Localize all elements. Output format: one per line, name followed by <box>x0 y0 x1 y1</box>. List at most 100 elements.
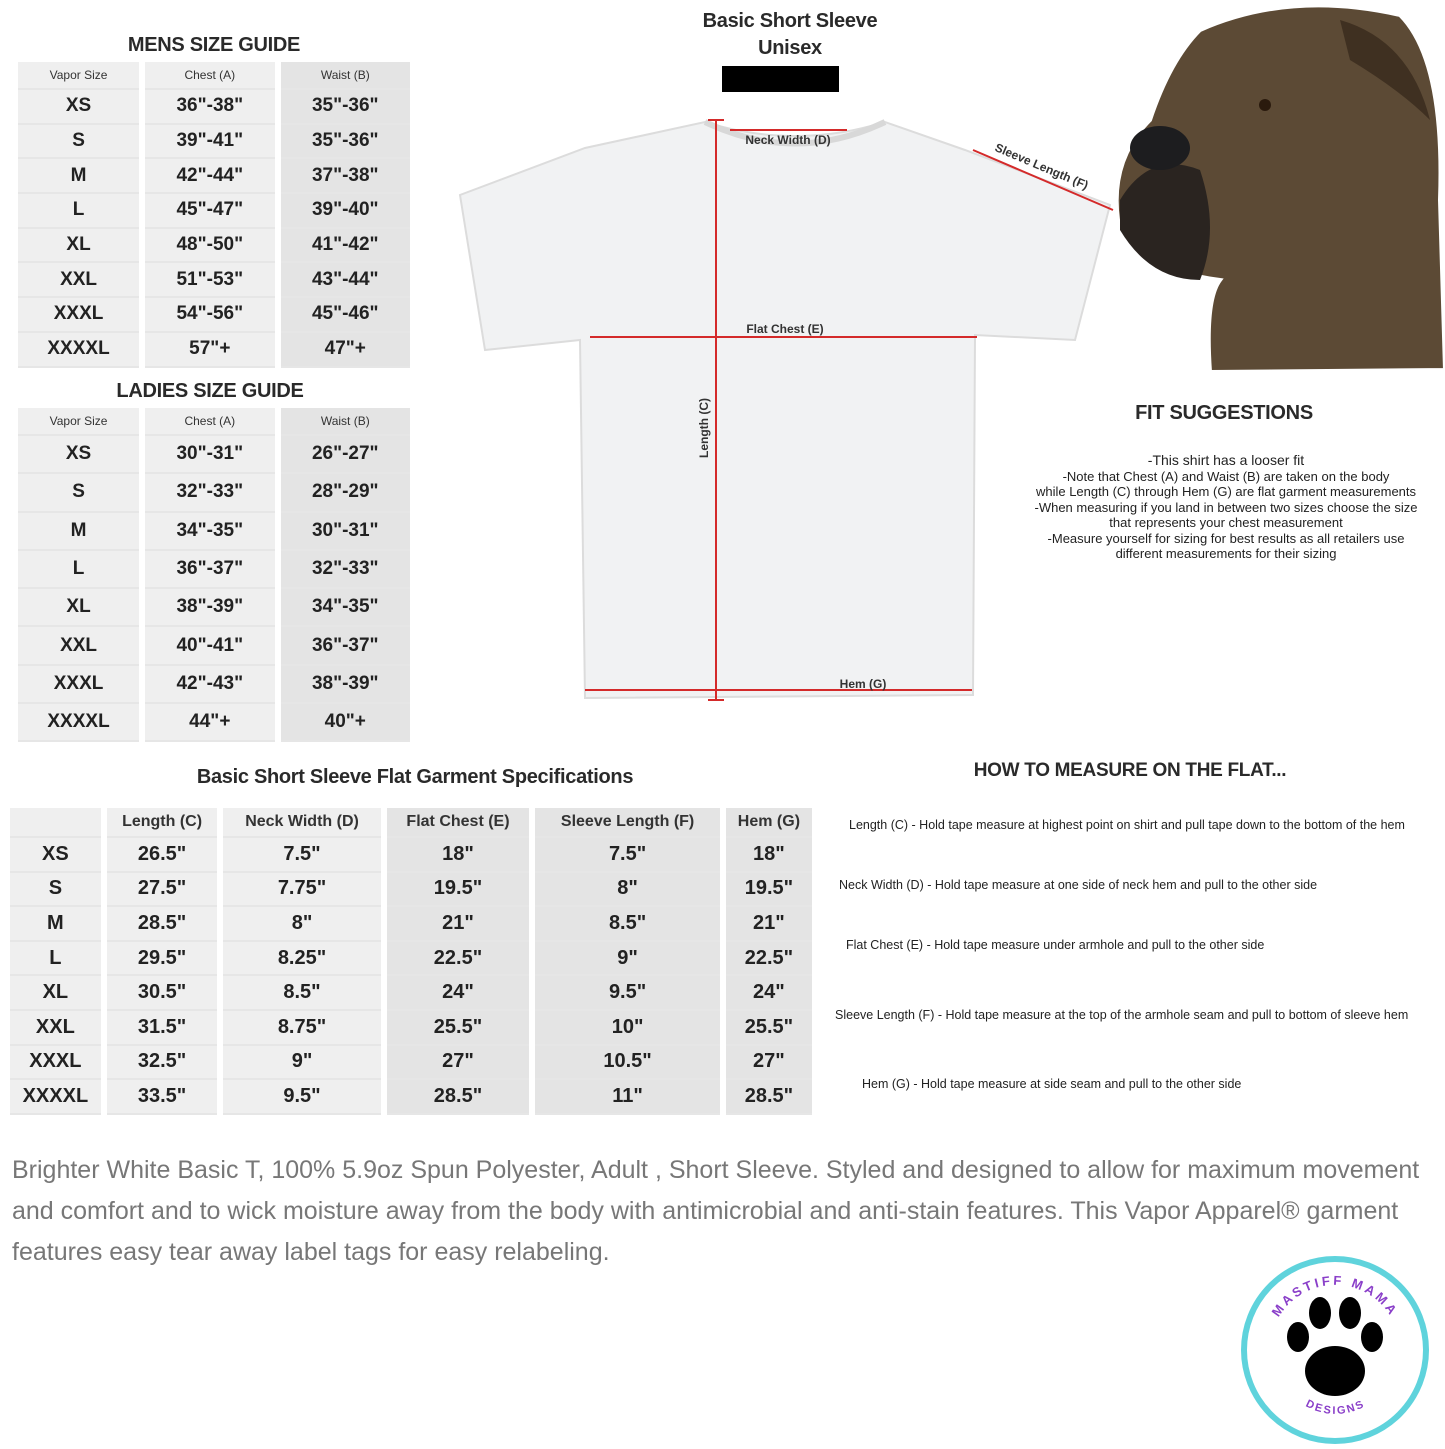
table-row: XXXXL 33.5" 9.5" 28.5" 11" 28.5" <box>10 1080 812 1115</box>
size-cell: L <box>18 194 140 229</box>
column-header: Neck Width (D) <box>223 808 381 838</box>
value-cell: 22.5" <box>386 941 530 977</box>
value-cell: 19.5" <box>386 872 530 908</box>
value-cell: 9.5" <box>535 976 720 1011</box>
value-cell: 9" <box>535 941 720 977</box>
value-cell: 21" <box>725 907 812 942</box>
table-row: L 36"-37" 32"-33" <box>18 550 410 590</box>
value-cell: 10" <box>535 1010 720 1046</box>
size-cell: S <box>18 474 140 513</box>
value-cell: 40"-41" <box>145 627 275 666</box>
value-cell: 51"-53" <box>145 263 275 299</box>
size-cell: S <box>10 872 101 908</box>
column-header: Length (C) <box>106 808 218 838</box>
mastiff-dog-illustration <box>1114 3 1445 375</box>
fit-suggestions-text: -This shirt has a looser fit -Note that C… <box>1026 452 1426 562</box>
tshirt-shape <box>458 120 1112 700</box>
fit-line: different measurements for their sizing <box>1115 546 1337 561</box>
value-cell: 32.5" <box>106 1045 218 1081</box>
value-cell: 48"-50" <box>145 228 275 264</box>
column-header: Waist (B) <box>280 62 410 90</box>
value-cell: 32"-33" <box>145 474 275 513</box>
fit-line: -This shirt has a looser fit <box>1147 452 1305 468</box>
table-row: S 32"-33" 28"-29" <box>18 474 410 513</box>
specs-title: Basic Short Sleeve Flat Garment Specific… <box>196 766 634 788</box>
table-row: XXL 31.5" 8.75" 25.5" 10" 25.5" <box>10 1010 812 1046</box>
table-row: XXXL 32.5" 9" 27" 10.5" 27" <box>10 1045 812 1081</box>
size-cell: L <box>10 941 101 977</box>
size-cell: XXL <box>18 263 140 299</box>
value-cell: 8.5" <box>535 907 720 942</box>
value-cell: 27" <box>386 1045 530 1081</box>
size-cell: XS <box>10 838 101 873</box>
table-row: XS 30"-31" 26"-27" <box>18 436 410 475</box>
tshirt-diagram: Neck Width (D) Flat Chest (E) Hem (G) Le… <box>458 119 1114 701</box>
column-header: Vapor Size <box>18 408 140 436</box>
value-cell: 25.5" <box>386 1010 530 1046</box>
value-cell: 34"-35" <box>280 589 410 628</box>
value-cell: 7.5" <box>535 838 720 873</box>
value-cell: 47"+ <box>280 332 410 368</box>
how-item-sleeve: Sleeve Length (F) - Hold tape measure at… <box>835 1008 1409 1022</box>
value-cell: 39"-41" <box>145 124 275 160</box>
value-cell: 24" <box>725 976 812 1011</box>
value-cell: 10.5" <box>535 1045 720 1081</box>
value-cell: 30.5" <box>106 976 218 1011</box>
value-cell: 25.5" <box>725 1010 812 1046</box>
column-header <box>10 808 101 838</box>
value-cell: 21" <box>386 907 530 942</box>
shirt-title: Basic Short Sleeve Unisex <box>640 8 940 62</box>
value-cell: 35"-36" <box>280 90 410 125</box>
value-cell: 8.5" <box>223 976 381 1011</box>
size-cell: L <box>18 550 140 590</box>
shirt-title-line2: Unisex <box>758 37 822 59</box>
shirt-title-line1: Basic Short Sleeve <box>702 10 878 32</box>
value-cell: 9.5" <box>223 1080 381 1115</box>
table-row: XXL 40"-41" 36"-37" <box>18 627 410 666</box>
value-cell: 26.5" <box>106 838 218 873</box>
table-row: M 42"-44" 37"-38" <box>18 159 410 195</box>
size-cell: XXXL <box>18 665 140 705</box>
table-row: XXXXL 57"+ 47"+ <box>18 332 410 368</box>
value-cell: 36"-38" <box>145 90 275 125</box>
table-row: XS 26.5" 7.5" 18" 7.5" 18" <box>10 838 812 873</box>
size-cell: XXL <box>18 627 140 666</box>
how-item-neck: Neck Width (D) - Hold tape measure at on… <box>839 878 1318 892</box>
header-row: Length (C) Neck Width (D) Flat Chest (E) Sl… <box>10 808 812 838</box>
table-row: XXXXL 44"+ 40"+ <box>18 704 410 743</box>
value-cell: 43"-44" <box>280 263 410 299</box>
value-cell: 42"-44" <box>145 159 275 195</box>
fit-line: while Length (C) through Hem (G) are fla… <box>1035 484 1417 499</box>
how-item-chest: Flat Chest (E) - Hold tape measure under… <box>846 938 1265 952</box>
value-cell: 27" <box>725 1045 812 1081</box>
size-cell: XXXXL <box>10 1080 101 1115</box>
value-cell: 8.75" <box>223 1010 381 1046</box>
value-cell: 54"-56" <box>145 298 275 333</box>
column-header: Chest (A) <box>145 408 275 436</box>
value-cell: 39"-40" <box>280 194 410 229</box>
fit-suggestions-title: FIT SUGGESTIONS <box>1135 402 1313 424</box>
value-cell: 38"-39" <box>280 665 410 705</box>
table-row: XXXL 42"-43" 38"-39" <box>18 665 410 705</box>
table-row: XL 48"-50" 41"-42" <box>18 228 410 264</box>
mens-size-guide-title: MENS SIZE GUIDE <box>127 34 301 56</box>
value-cell: 28.5" <box>386 1080 530 1115</box>
value-cell: 7.5" <box>223 838 381 873</box>
how-item-length: Length (C) - Hold tape measure at highes… <box>849 818 1405 832</box>
table-row: M 28.5" 8" 21" 8.5" 21" <box>10 907 812 942</box>
column-header: Chest (A) <box>145 62 275 90</box>
value-cell: 7.75" <box>223 872 381 908</box>
length-label: Length (C) <box>697 398 711 458</box>
value-cell: 36"-37" <box>280 627 410 666</box>
value-cell: 31.5" <box>106 1010 218 1046</box>
column-header: Flat Chest (E) <box>386 808 530 838</box>
value-cell: 22.5" <box>725 941 812 977</box>
column-header: Waist (B) <box>280 408 410 436</box>
size-cell: M <box>18 512 140 551</box>
mastiff-mama-logo: MASTIFF MAMA DESIGNS <box>1241 1256 1429 1444</box>
how-to-measure-title: HOW TO MEASURE ON THE FLAT... <box>973 760 1287 781</box>
value-cell: 11" <box>535 1080 720 1115</box>
value-cell: 41"-42" <box>280 228 410 264</box>
table-row: XS 36"-38" 35"-36" <box>18 90 410 125</box>
value-cell: 18" <box>386 838 530 873</box>
